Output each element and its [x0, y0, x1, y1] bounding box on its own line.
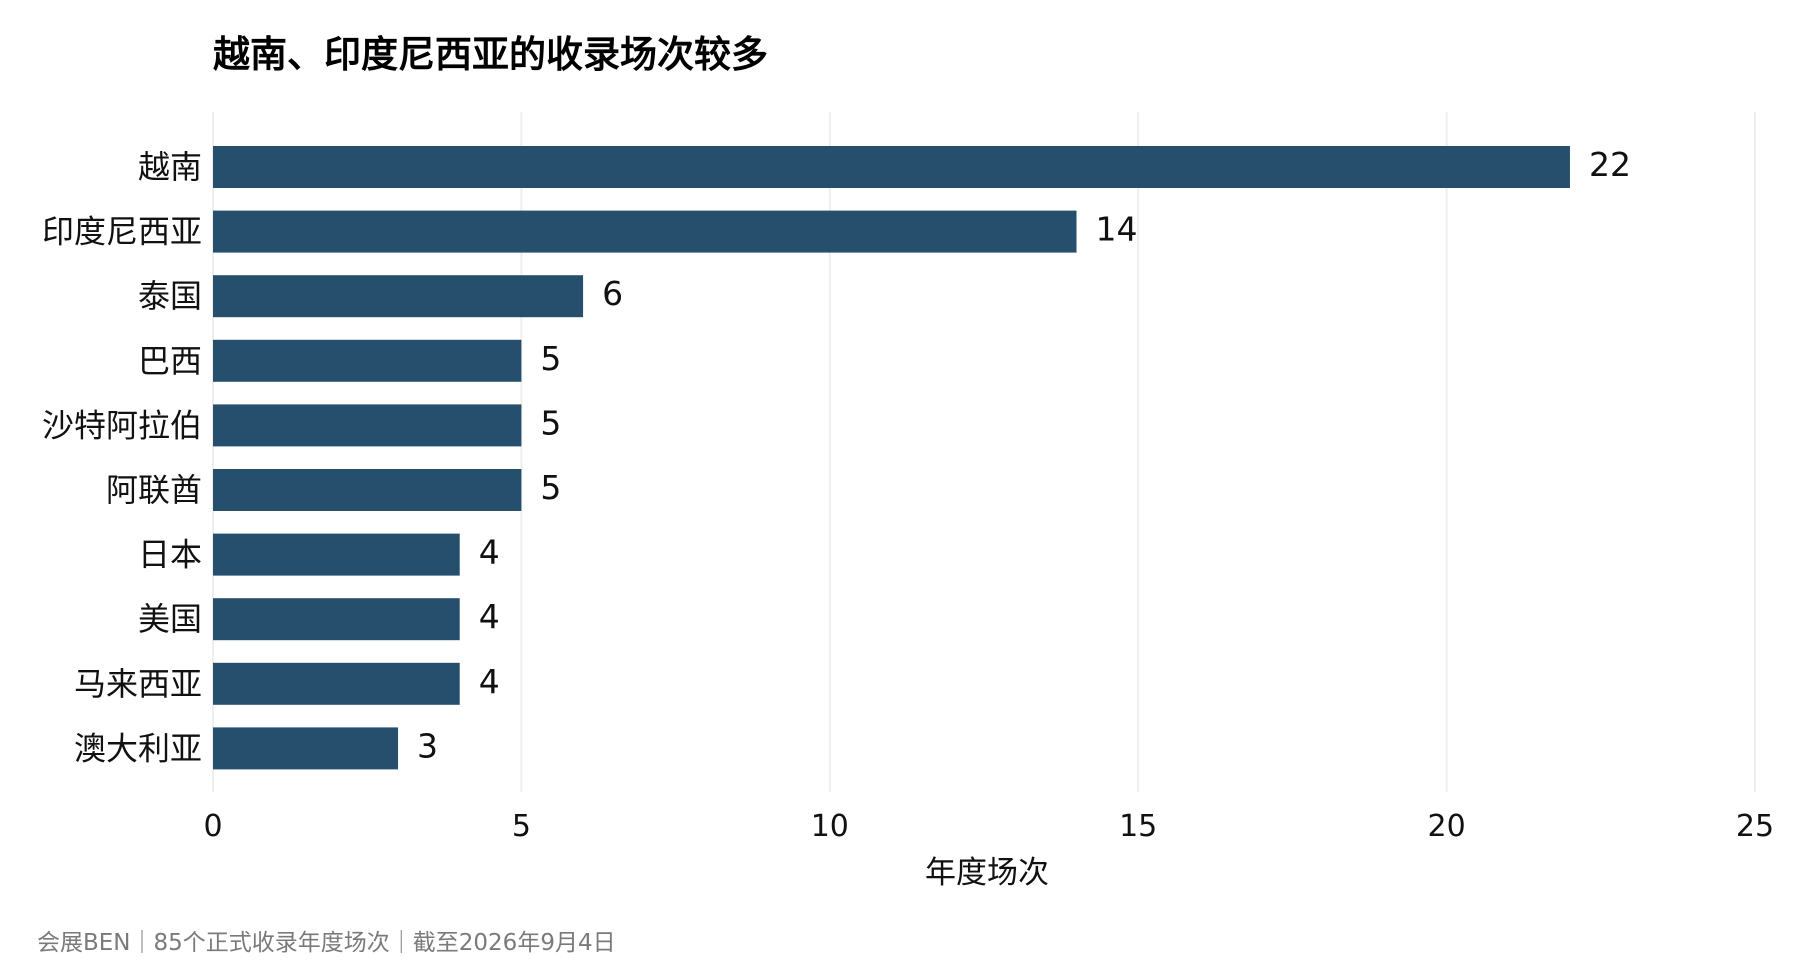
category-label: 日本	[138, 536, 202, 574]
value-label: 4	[479, 597, 500, 636]
category-label: 巴西	[138, 342, 202, 380]
bar	[213, 339, 522, 382]
bar	[213, 146, 1570, 188]
bars	[213, 146, 1570, 770]
bar	[213, 662, 460, 705]
category-label: 印度尼西亚	[42, 213, 202, 251]
x-axis-title: 年度场次	[925, 855, 1049, 891]
x-tick-label: 25	[1736, 809, 1774, 844]
value-label: 4	[479, 662, 500, 701]
x-tick-label: 5	[512, 809, 531, 844]
bar	[213, 210, 1077, 253]
bar	[213, 598, 460, 641]
category-label: 马来西亚	[74, 665, 202, 703]
category-label: 泰国	[138, 277, 202, 315]
bar	[213, 275, 584, 318]
category-label: 越南	[138, 148, 202, 186]
value-label: 14	[1096, 210, 1138, 249]
category-label: 沙特阿拉伯	[42, 406, 202, 444]
bar	[213, 533, 460, 576]
x-tick-label: 20	[1428, 809, 1466, 844]
x-tick-labels: 0 5 10 15 20 25	[203, 809, 1774, 844]
chart-title: 越南、印度尼西亚的收录场次较多	[213, 33, 768, 76]
category-label: 阿联酋	[106, 471, 202, 509]
bar	[213, 404, 522, 447]
x-tick-label: 10	[811, 809, 849, 844]
value-label: 5	[540, 339, 561, 378]
bar	[213, 727, 399, 770]
value-label: 5	[540, 468, 561, 507]
x-tick-label: 0	[203, 809, 222, 844]
value-label: 5	[540, 403, 561, 442]
category-label: 美国	[138, 600, 202, 638]
value-label: 6	[602, 274, 623, 313]
x-tick-label: 15	[1119, 809, 1157, 844]
value-label: 4	[479, 533, 500, 572]
value-label: 22	[1589, 145, 1631, 184]
value-label: 3	[417, 726, 438, 765]
value-labels: 22 14 6 5 5 5 4 4 4 3	[417, 145, 1631, 765]
chart-caption: 会展BEN｜85个正式收录年度场次｜截至2026年9月4日	[37, 930, 616, 956]
category-label: 澳大利亚	[74, 729, 202, 767]
bar	[213, 469, 522, 511]
